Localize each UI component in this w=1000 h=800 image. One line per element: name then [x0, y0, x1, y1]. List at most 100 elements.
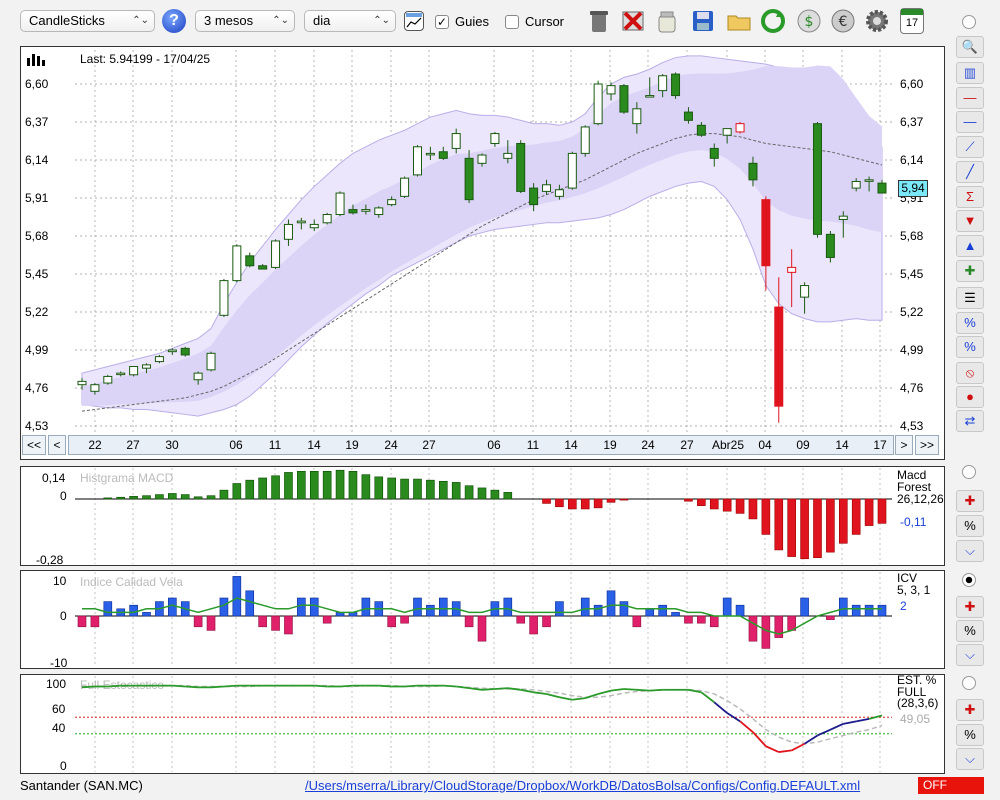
macd-bar: [838, 498, 848, 544]
refresh-icon[interactable]: [760, 8, 786, 34]
candle-body: [154, 356, 164, 363]
stoch-k-segment: [223, 684, 237, 688]
jar-icon[interactable]: [654, 8, 680, 34]
macd-curve-icon[interactable]: ⌵: [956, 540, 984, 562]
arrow-down-icon[interactable]: ▼: [956, 210, 984, 232]
stoch-k-segment: [340, 684, 354, 688]
gear-icon[interactable]: [864, 8, 890, 34]
y-tick-label: 4,76: [25, 381, 49, 395]
icv-percent-icon[interactable]: %: [956, 620, 984, 642]
horizontal-percent-icon[interactable]: %: [956, 336, 984, 358]
macd-bar: [387, 477, 396, 500]
icv-bar: [645, 608, 655, 617]
calendar-icon[interactable]: 17: [900, 8, 924, 34]
icv-bar: [748, 615, 758, 642]
nav-next-button[interactable]: >: [895, 435, 913, 455]
icv-bar: [761, 615, 771, 649]
nav-first-button[interactable]: <<: [22, 435, 46, 455]
trash-icon[interactable]: [586, 8, 612, 34]
icv-panel-radio[interactable]: [962, 573, 976, 587]
y-tick-label: 5,45: [900, 267, 924, 281]
candle-body: [374, 207, 384, 216]
stoch-k-segment: [443, 684, 457, 688]
euro-icon[interactable]: €: [830, 8, 856, 34]
time-axis-bar[interactable]: [68, 435, 894, 455]
candle-body: [361, 209, 371, 212]
off-status-badge[interactable]: OFF: [918, 777, 984, 794]
sync-arrows-icon[interactable]: ⇄: [956, 410, 984, 432]
nav-last-button[interactable]: >>: [915, 435, 939, 455]
y-tick-label: 5,91: [25, 191, 49, 205]
record-icon[interactable]: ●: [956, 386, 984, 408]
icv-bar: [245, 590, 255, 617]
x-tick-label: 24: [384, 438, 398, 452]
guies-checkbox[interactable]: ✓: [435, 15, 449, 29]
calendar-day: 17: [905, 17, 919, 29]
macd-panel-radio[interactable]: [962, 465, 976, 479]
delete-chart-icon[interactable]: [620, 8, 646, 34]
candle-body: [709, 147, 719, 159]
stoch-k-segment: [804, 734, 818, 745]
interval-select[interactable]: dia ⌃⌄: [304, 10, 396, 32]
icv-curve-icon[interactable]: ⌵: [956, 644, 984, 666]
bars-icon[interactable]: [26, 52, 48, 69]
stoch-k-segment: [210, 685, 224, 689]
lines-list-icon[interactable]: ☰: [956, 287, 984, 309]
trend-line-icon[interactable]: ╱: [956, 161, 984, 183]
macd-move-icon[interactable]: ✚: [956, 490, 984, 512]
period-select[interactable]: 3 mesos ⌃⌄: [195, 10, 295, 32]
candle-body: [129, 366, 139, 376]
cursor-checkbox[interactable]: [505, 15, 519, 29]
stoch-k-segment: [843, 720, 857, 725]
icv-bar: [219, 597, 229, 617]
chart-window-icon[interactable]: [404, 11, 424, 31]
macd-y-tick: -0,28: [36, 553, 64, 567]
stoch-k-segment: [610, 688, 625, 692]
horizontal-line-red-icon[interactable]: —: [956, 87, 984, 109]
x-tick-label: 11: [526, 438, 540, 452]
macd-y-tick: 0: [60, 489, 67, 503]
no-entry-icon[interactable]: ⦸: [956, 362, 984, 384]
trend-channel-icon[interactable]: ⟋: [956, 136, 984, 158]
stoch-move-icon[interactable]: ✚: [956, 699, 984, 721]
fibonacci-fan-icon[interactable]: Σ: [956, 186, 984, 208]
help-icon[interactable]: ?: [162, 9, 186, 33]
stoch-curve-icon[interactable]: ⌵: [956, 748, 984, 770]
x-tick-label: 14: [564, 438, 578, 452]
candle-body: [271, 240, 281, 268]
arrow-up-icon[interactable]: ▲: [956, 235, 984, 257]
candle-body: [503, 152, 513, 159]
stoch-y-tick: 0: [60, 759, 67, 773]
y-tick-label: 4,76: [900, 381, 924, 395]
zoom-icon[interactable]: 🔍: [956, 36, 984, 58]
add-signals-icon[interactable]: ✚: [956, 260, 984, 282]
config-path-link[interactable]: /Users/mserra/Library/CloudStorage/Dropb…: [305, 778, 861, 793]
macd-bar: [155, 494, 164, 500]
macd-bar: [800, 498, 809, 560]
icv-move-icon[interactable]: ✚: [956, 596, 984, 618]
save-icon[interactable]: [690, 8, 716, 34]
interval-value: dia: [313, 13, 331, 28]
macd-bar: [297, 471, 306, 500]
open-folder-icon[interactable]: [726, 8, 752, 34]
nav-prev-button[interactable]: <: [48, 435, 66, 455]
horizontal-line-blue-icon[interactable]: —: [956, 111, 984, 133]
current-price-badge: 5,94: [898, 180, 928, 197]
macd-percent-icon[interactable]: %: [956, 515, 984, 537]
icv-bar: [284, 615, 293, 635]
stoch-k-segment: [520, 688, 534, 694]
price-panel-radio[interactable]: [962, 15, 976, 29]
x-tick-label: 27: [422, 438, 436, 452]
icv-bar: [129, 604, 138, 617]
chart-type-select[interactable]: CandleSticks ⌃⌄: [20, 10, 155, 32]
stoch-k-segment: [649, 688, 663, 692]
vertical-percent-icon[interactable]: %: [956, 312, 984, 334]
stoch-percent-icon[interactable]: %: [956, 724, 984, 746]
stoch-panel-radio[interactable]: [962, 676, 976, 690]
stoch-k-segment: [481, 688, 495, 691]
sync-money-icon[interactable]: $: [796, 8, 822, 34]
candle-body: [554, 189, 564, 197]
macd-bar: [271, 475, 280, 500]
chart-style-icon[interactable]: ▥: [956, 62, 984, 84]
